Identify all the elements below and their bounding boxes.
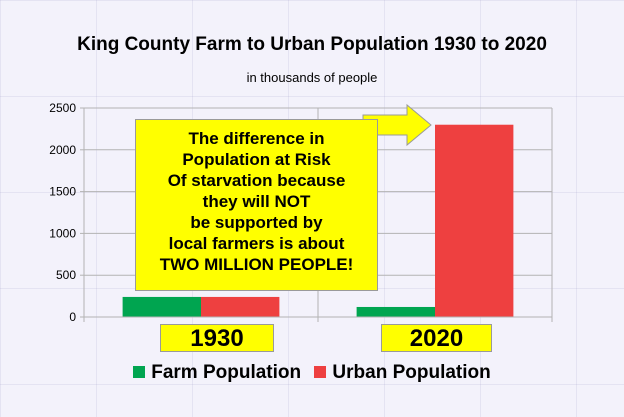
y-tick-label: 1500 [49, 185, 76, 199]
legend-label-urban: Urban Population [332, 362, 491, 383]
x-tick-label-2020: 2020 [381, 324, 492, 352]
annotation-line: be supported by [190, 213, 323, 232]
y-tick-label: 2500 [49, 101, 76, 115]
bar-farm-population-1930 [122, 296, 201, 317]
annotation-line: TWO MILLION PEOPLE! [159, 255, 354, 274]
annotation-line: The difference in [188, 129, 325, 148]
bar-urban-population-2020 [435, 124, 514, 317]
chart-legend: Farm Population Urban Population [0, 362, 624, 384]
y-tick-label: 500 [56, 268, 76, 282]
annotation-callout: The difference in Population at Risk Of … [135, 119, 378, 291]
legend-item-urban: Urban Population [314, 362, 491, 384]
annotation-line: Of starvation because [167, 171, 346, 190]
y-tick-label: 1000 [49, 226, 76, 240]
annotation-line: local farmers is about [168, 234, 345, 253]
legend-swatch-urban [314, 366, 327, 378]
bar-farm-population-2020 [356, 306, 435, 317]
legend-item-farm: Farm Population [133, 362, 301, 384]
bar-urban-population-1930 [201, 296, 280, 317]
y-tick-labels: 0 500 1000 1500 2000 2500 [49, 101, 76, 324]
annotation-line: they will NOT [202, 192, 311, 211]
chart-title: King County Farm to Urban Population 193… [77, 34, 547, 55]
legend-swatch-farm [133, 366, 146, 378]
bars [122, 124, 514, 317]
y-tick-label: 0 [69, 310, 76, 324]
x-tick-label-1930: 1930 [160, 324, 274, 352]
axes [80, 107, 553, 322]
y-tick-label: 2000 [49, 143, 76, 157]
chart-subtitle: in thousands of people [246, 70, 378, 85]
legend-label-farm: Farm Population [151, 362, 302, 383]
annotation-line: Population at Risk [182, 150, 331, 169]
